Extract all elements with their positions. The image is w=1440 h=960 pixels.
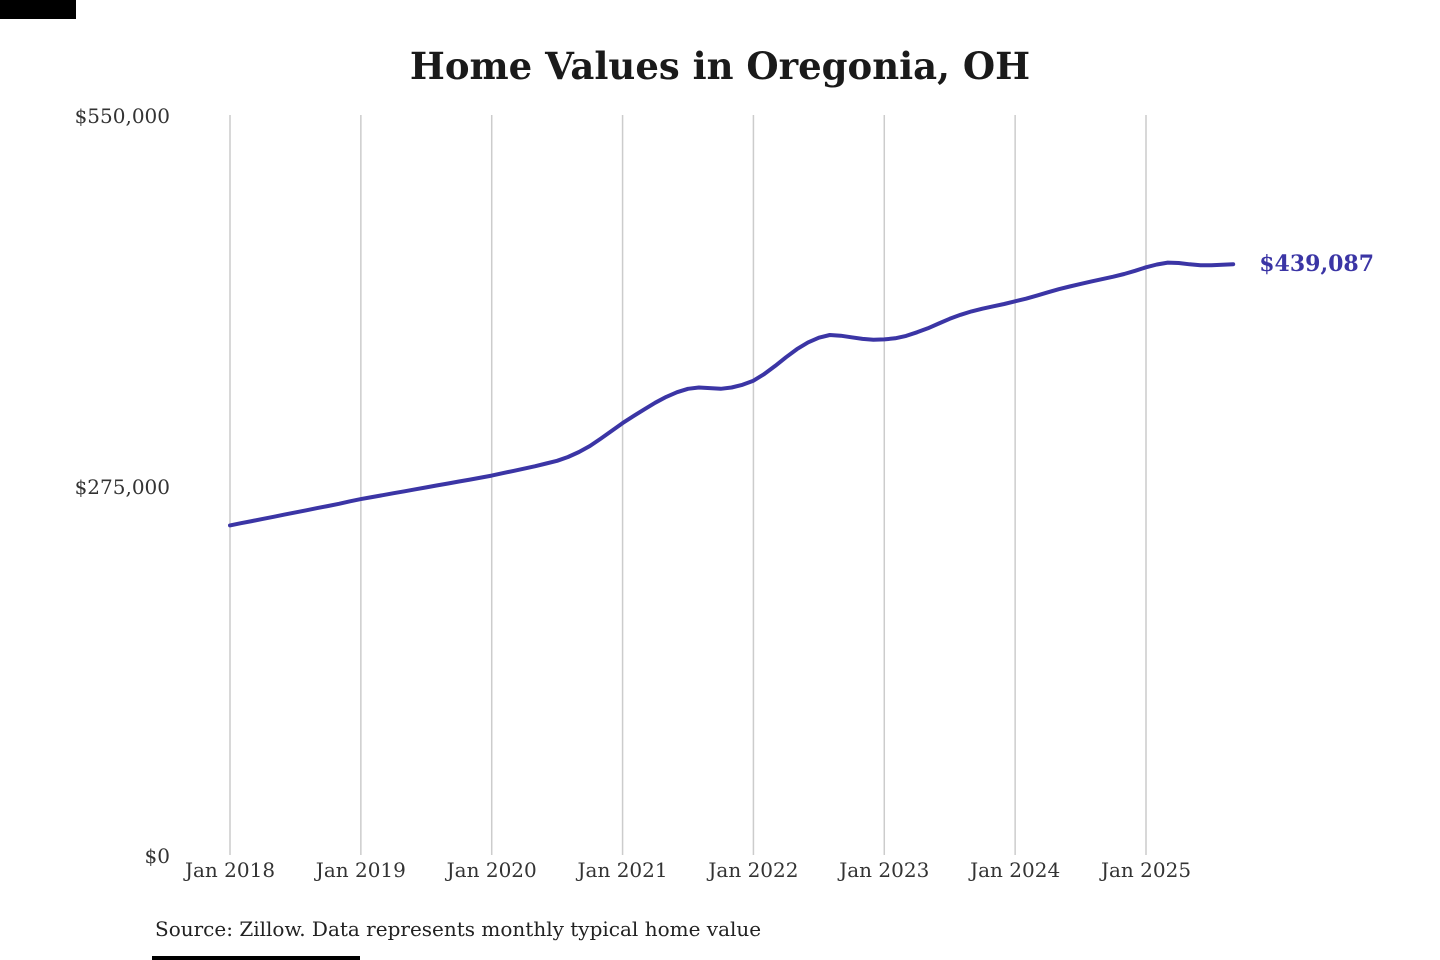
x-axis-tick-label: Jan 2025 [1100, 858, 1192, 882]
x-axis-tick-label: Jan 2024 [970, 858, 1061, 882]
y-axis-tick-label: $0 [144, 844, 170, 868]
y-axis-tick-label: $275,000 [74, 475, 170, 499]
source-note: Source: Zillow. Data represents monthly … [155, 917, 762, 941]
current-value-label: $439,087 [1259, 251, 1375, 278]
x-axis-tick-label: Jan 2020 [446, 858, 537, 882]
x-axis-tick-label: Jan 2019 [315, 858, 406, 882]
x-axis-tick-label: Jan 2021 [577, 858, 668, 882]
screenshot-artifact-top [0, 0, 76, 19]
chart-title: Home Values in Oregonia, OH [409, 44, 1031, 88]
y-axis-tick-label: $550,000 [74, 104, 170, 128]
x-axis-tick-label: Jan 2022 [708, 858, 799, 882]
x-axis-tick-label: Jan 2018 [184, 858, 276, 882]
x-axis-tick-label: Jan 2023 [839, 858, 930, 882]
home-value-series [228, 260, 1236, 528]
screenshot-artifact-bottom [152, 956, 360, 960]
